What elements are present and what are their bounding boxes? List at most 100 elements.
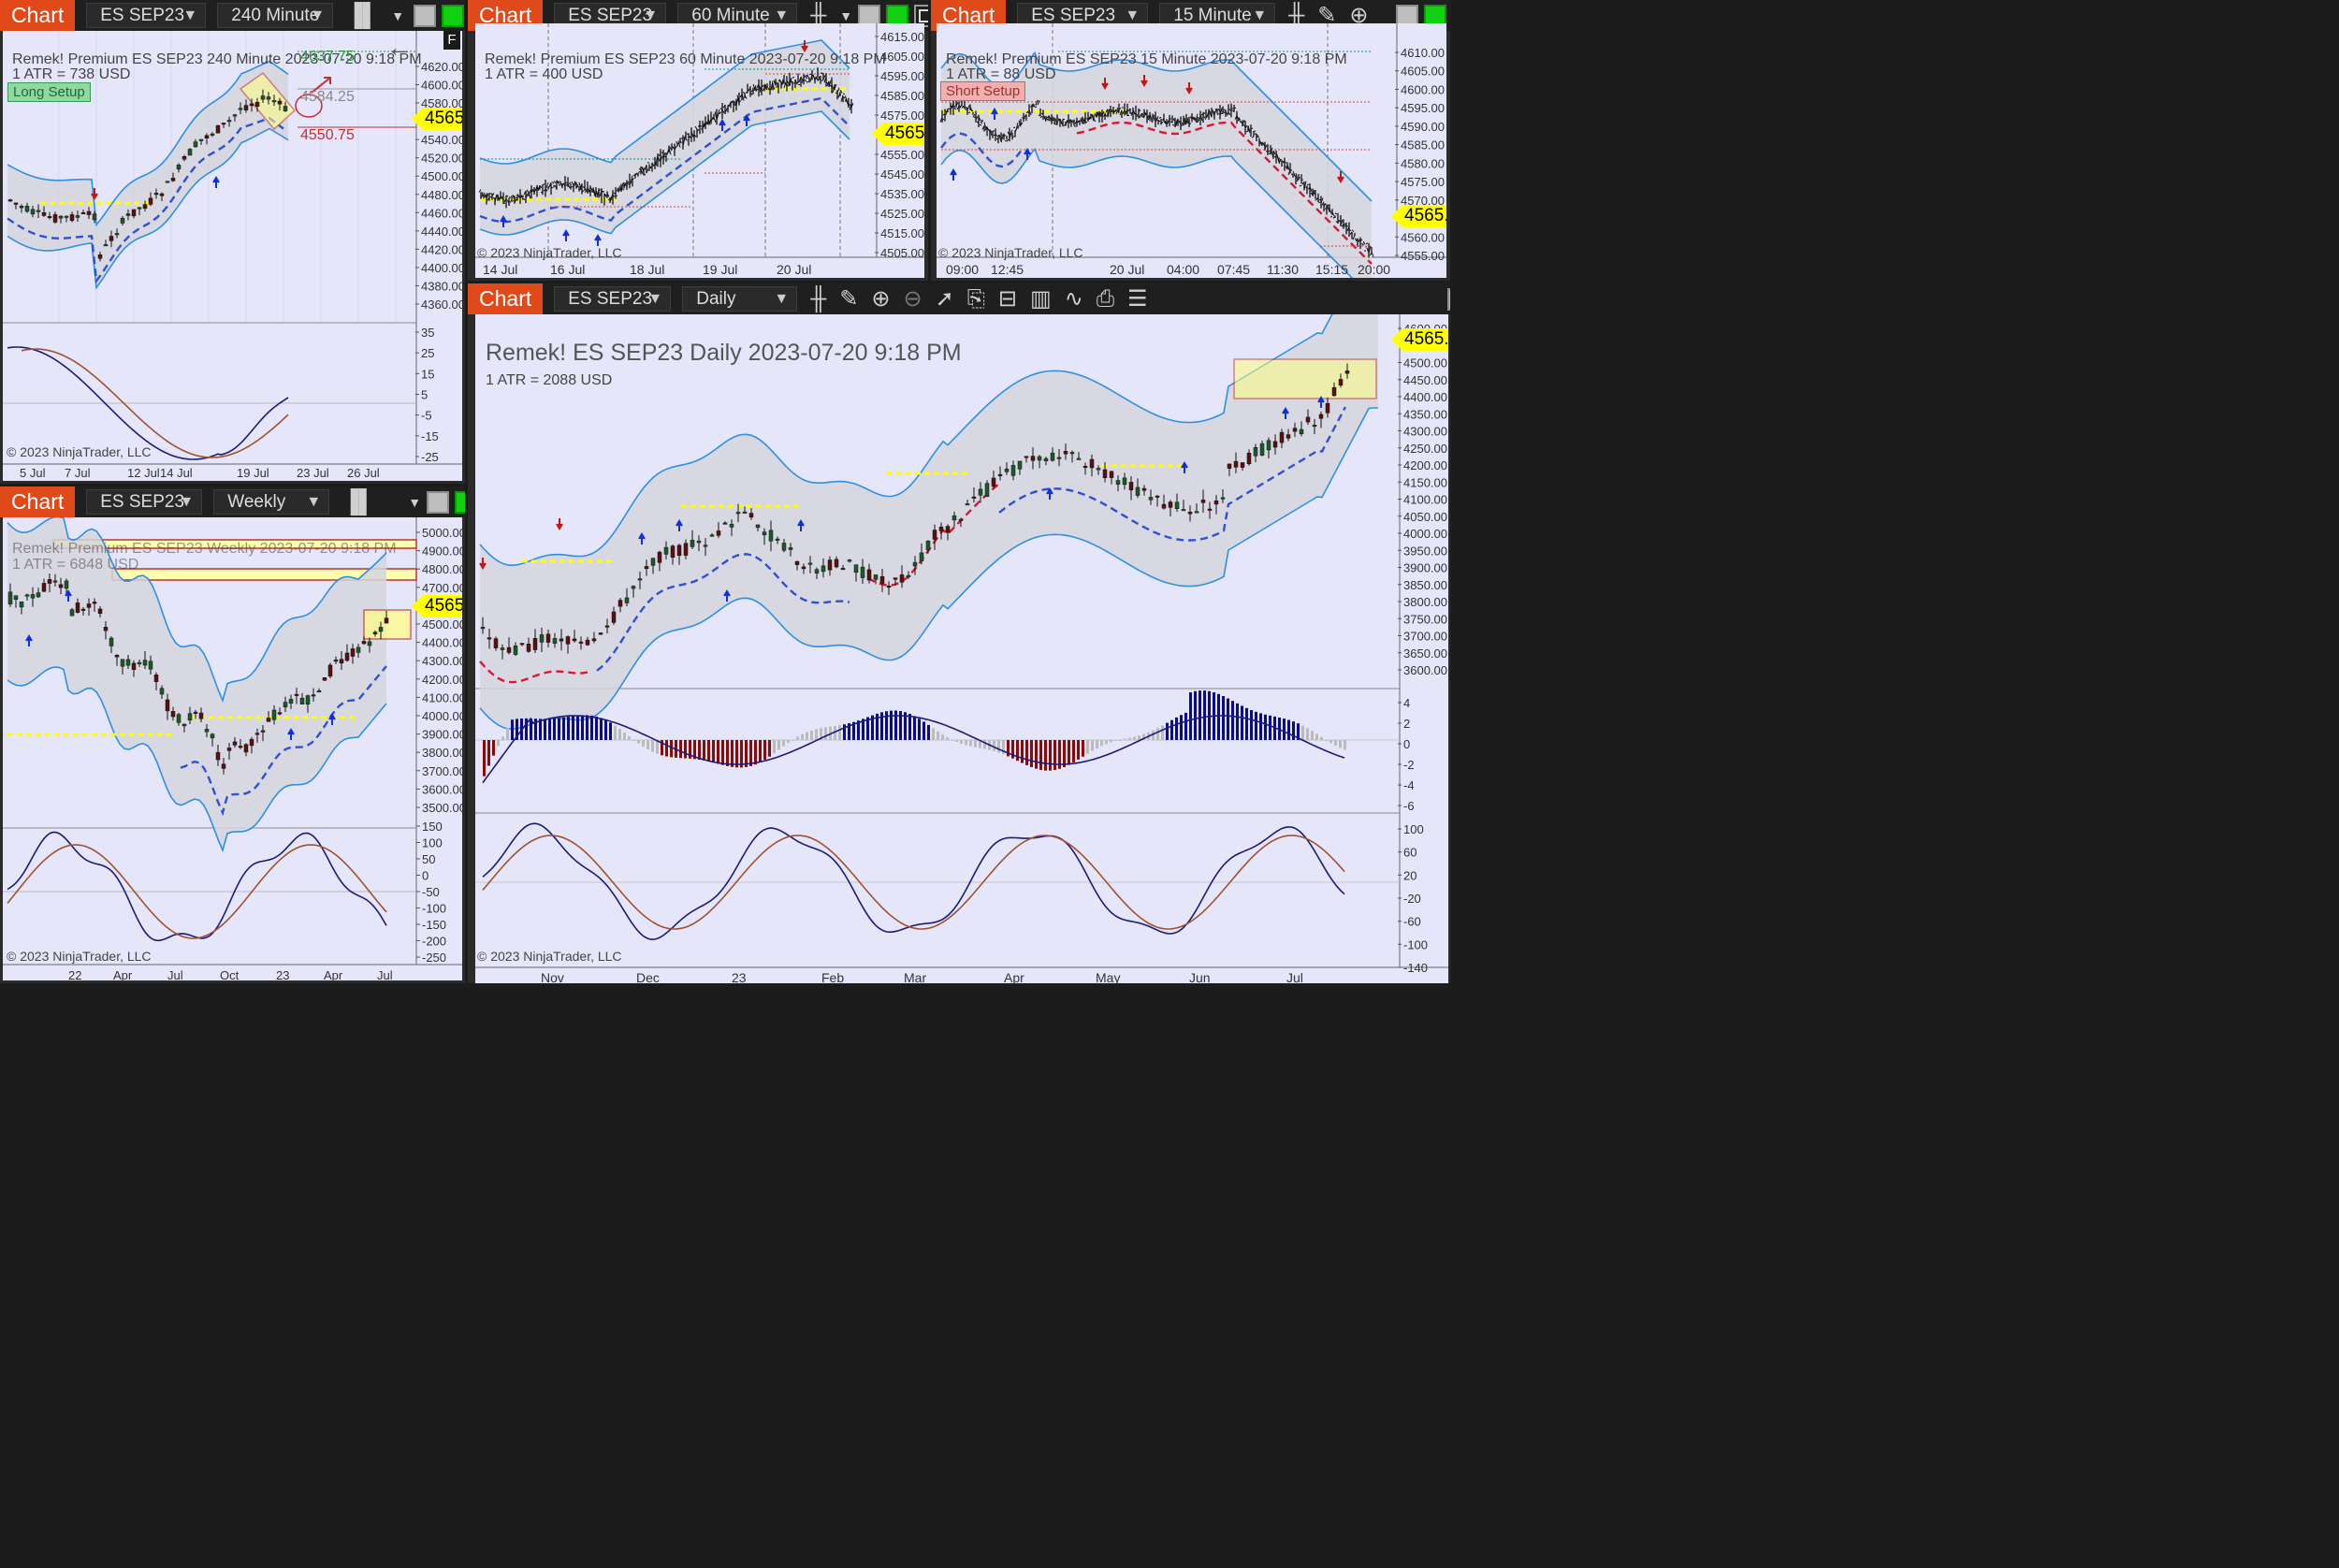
chart-trader-icon[interactable]: ☰ [1127,285,1148,312]
price-candle [86,211,92,215]
link-green-button[interactable] [442,4,465,27]
chart-plot-area[interactable]: 4600.004550.004500.004450.004400.004350.… [475,314,1448,983]
price-bar-open [1338,220,1342,223]
interval-selector[interactable]: Daily ▼ [682,286,798,312]
histogram-bar [1255,711,1257,740]
price-bar-open [1029,106,1033,108]
link-gray-button[interactable] [858,4,881,27]
price-bar-open [537,185,541,191]
indicators-icon[interactable]: ▥ [1030,285,1052,312]
instrument-selector[interactable]: ES SEP23 ▼ [86,3,207,28]
histogram-bar [946,737,949,740]
chart-style-icon[interactable]: ╫ [1288,2,1305,28]
price-candle [644,566,649,570]
histogram-bar [1184,712,1187,740]
price-candle [1305,416,1311,423]
price-bar-close [744,94,748,99]
price-bar-open [506,199,510,204]
chart-style-icon[interactable]: ╫ [810,2,827,28]
chevron-down-icon[interactable]: ▼ [839,7,853,23]
instrument-selector[interactable]: ES SEP23 ▼ [86,489,203,515]
histogram-bar [815,729,818,740]
price-bar-open [951,102,954,109]
chart-menu-button[interactable]: Chart [0,0,76,31]
link-gray-button[interactable] [427,490,450,514]
price-candle [238,108,243,110]
price-bar-open [736,94,740,103]
price-bar-close [486,193,489,199]
date-axis-label: 14 Jul [483,262,517,277]
price-bar-close [668,148,672,155]
price-bar-open [1113,109,1117,113]
histogram-bar [726,740,729,766]
link-gray-button[interactable] [1396,4,1419,27]
chart-style-icon[interactable]: ▐▌ [346,2,379,28]
chevron-down-icon[interactable]: ▼ [408,494,422,510]
chart-plot-area[interactable]: 5000.004900.004800.004700.004600.004500.… [3,517,462,980]
back-arrow-icon[interactable]: ← [386,33,413,62]
price-candle [1200,500,1206,503]
oscillator-axis-label: -100 [422,902,446,916]
price-candle [19,601,24,608]
price-bar-open [599,190,603,197]
price-candle [840,568,846,571]
histogram-bar [1222,696,1225,740]
chart-plot-area[interactable]: 4615.00 4605.00 4595.00 4585.00 4575.004565.… [475,23,924,278]
price-bar-open [787,82,791,87]
histogram-bar [932,728,935,740]
price-bar-open [543,189,546,192]
chart-menu-button[interactable]: Chart [468,283,544,314]
interval-selector[interactable]: 240 Minute ▼ [217,3,334,28]
price-bar-open [1181,122,1184,126]
strategies-icon[interactable]: ∿ [1064,285,1083,312]
f-key-badge[interactable]: F [443,31,460,50]
instrument-selector[interactable]: ES SEP23 ▼ [554,286,672,312]
zoom-out-icon[interactable]: ⊖ [903,285,923,312]
entry-level-label: 4584.25 [300,89,355,105]
price-bar-open [579,183,583,191]
interval-selector[interactable]: Weekly ▼ [213,489,330,515]
price-bar-close [1011,136,1015,138]
price-candle [226,120,232,123]
draw-pencil-icon[interactable]: ✎ [839,285,859,312]
link-gray-button[interactable] [1446,287,1450,311]
price-candle [1292,428,1298,432]
price-candle [198,712,204,719]
interval-selector[interactable]: 60 Minute ▼ [677,3,798,28]
bar-type-icon[interactable]: ╫ [810,285,827,312]
properties-icon[interactable]: ⊟ [997,285,1018,312]
pointer-icon[interactable]: ➚ [935,285,954,312]
price-bar-close [589,186,593,191]
price-bar-close [952,105,956,108]
chevron-down-icon[interactable]: ▼ [391,7,405,23]
zoom-in-icon[interactable]: ⊕ [871,285,891,312]
instrument-selector[interactable]: ES SEP23 ▼ [1017,3,1149,28]
price-bar-close [1025,110,1029,114]
data-box-icon[interactable]: ⎘ [966,285,985,312]
price-bar-open [534,186,538,191]
chart-menu-button[interactable]: Chart [0,486,76,517]
price-bar-open [1271,151,1274,158]
draw-pencil-icon[interactable]: ✎ [1317,2,1337,28]
price-candle [598,632,603,635]
chart-plot-area[interactable]: 4620.004600.004580.004560.004540.004520.… [3,31,462,481]
link-gray-button[interactable] [414,4,437,27]
oscillator-fast-line [7,831,387,942]
price-bar-close [1056,120,1060,123]
date-axis-label: 16 Jul [550,262,585,277]
link-green-button[interactable] [455,490,465,514]
buy-arrow-icon [1181,461,1188,473]
chart-style-icon[interactable]: ▐▌ [342,488,375,515]
chart-plot-area[interactable]: 4610.00 4605.00 4600.00 4595.00 4590.00 4585.… [937,23,1446,278]
price-candle [1338,379,1344,386]
price-bar-open [1046,116,1050,119]
price-axis-label: 4600.00 [421,79,462,93]
oscillator-axis-label: 0 [422,869,429,883]
price-candle [339,659,344,664]
zoom-icon[interactable]: ⊕ [1349,2,1369,28]
price-axis-label: 4900.00 [422,544,462,559]
copyright-text: © 2023 NinjaTrader, LLC [7,444,152,459]
histogram-bar [684,740,687,759]
templates-icon[interactable]: ⎙ [1096,285,1115,312]
oscillator-axis-label: -60 [1403,915,1421,929]
